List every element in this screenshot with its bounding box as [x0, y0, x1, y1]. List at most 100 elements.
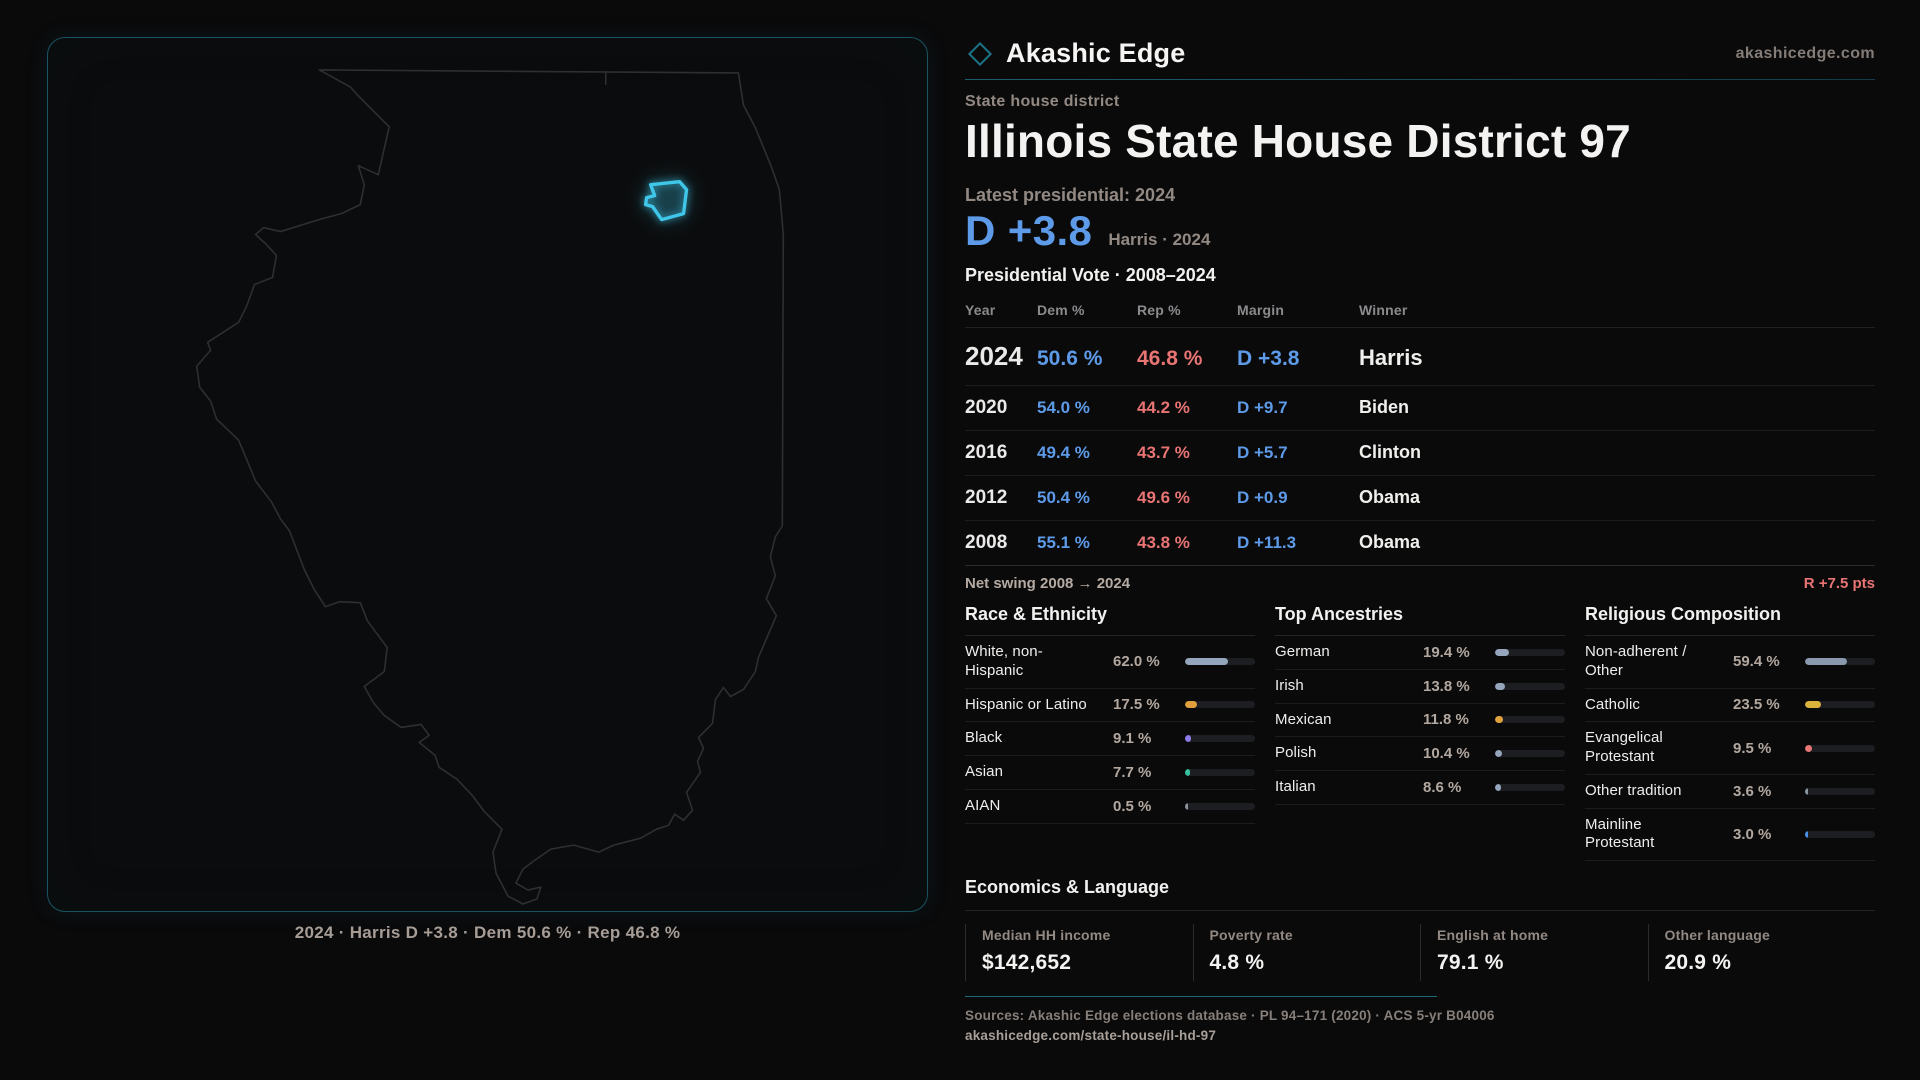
- brand: Akashic Edge: [965, 38, 1185, 69]
- net-swing-label: Net swing 2008 → 2024: [965, 575, 1131, 592]
- demographic-value: 3.0 %: [1733, 825, 1772, 843]
- demographic-row: Hispanic or Latino 17.5 %: [965, 689, 1255, 723]
- demographic-bar-fill: [1805, 658, 1847, 666]
- demographic-label: Non-adherent / Other: [1585, 643, 1687, 679]
- row-margin: D +0.9: [1237, 488, 1288, 507]
- row-dem-pct: 49.4 %: [1037, 443, 1090, 462]
- row-rep-pct: 43.8 %: [1137, 533, 1190, 552]
- demographic-row: Asian 7.7 %: [965, 756, 1255, 790]
- row-year: 2008: [965, 532, 1008, 553]
- row-margin: D +11.3: [1237, 533, 1297, 552]
- demographic-label: Catholic: [1585, 695, 1640, 713]
- col-winner: Winner: [1359, 302, 1408, 318]
- demographic-label: Asian: [965, 763, 1004, 780]
- demographic-label: Mainline Protestant: [1585, 815, 1655, 852]
- demographic-items: German 19.4 % Irish 13.8 % Mexican 11.8 …: [1275, 636, 1565, 805]
- row-winner: Biden: [1359, 397, 1410, 417]
- row-winner: Obama: [1359, 487, 1421, 507]
- illinois-state-outline: [195, 69, 785, 905]
- demographic-items: White, non-Hispanic 62.0 % Hispanic or L…: [965, 636, 1255, 824]
- stat-label: Median HH income: [982, 927, 1111, 943]
- economics-section: Economics & Language Median HH income $1…: [965, 877, 1875, 981]
- vote-table-title: Presidential Vote · 2008–2024: [965, 265, 1216, 285]
- economics-stats: Median HH income $142,652 Poverty rate 4…: [965, 924, 1875, 981]
- demographic-bar-fill: [1185, 802, 1188, 810]
- demographic-section-title: Top Ancestries: [1275, 604, 1565, 636]
- demographic-value: 7.7 %: [1113, 763, 1152, 781]
- demographic-items: Non-adherent / Other 59.4 % Catholic 23.…: [1585, 636, 1875, 861]
- row-year: 2012: [965, 487, 1008, 508]
- row-margin: D +9.7: [1237, 398, 1288, 417]
- vote-table-row: 2024 50.6 % 46.8 % D +3.8 Harris: [965, 328, 1875, 386]
- col-year: Year: [965, 302, 996, 318]
- row-margin: D +5.7: [1237, 443, 1288, 462]
- net-swing-value: R +7.5 pts: [1803, 575, 1875, 592]
- row-year: 2024: [965, 341, 1023, 371]
- col-dem: Dem %: [1037, 302, 1085, 318]
- demographic-section-title: Religious Composition: [1585, 604, 1875, 636]
- demographic-value: 11.8 %: [1423, 711, 1469, 729]
- demographic-row: Irish 13.8 %: [1275, 670, 1565, 704]
- demographic-value: 13.8 %: [1423, 677, 1470, 695]
- latest-margin-detail: Harris · 2024: [1108, 230, 1211, 249]
- demographic-row: Mainline Protestant 3.0 %: [1585, 809, 1875, 861]
- demographic-bar: [1805, 701, 1875, 709]
- demographic-bar-fill: [1805, 744, 1812, 752]
- demographic-section-title: Race & Ethnicity: [965, 604, 1255, 636]
- demographic-row: Catholic 23.5 %: [1585, 689, 1875, 723]
- demographic-bar-fill: [1185, 735, 1192, 743]
- demographic-bar: [1185, 735, 1255, 743]
- demographic-bar: [1805, 830, 1875, 838]
- demographic-section: Top Ancestries German 19.4 % Irish 13.8 …: [1275, 604, 1565, 861]
- demographic-value: 8.6 %: [1423, 778, 1462, 796]
- demographic-bar-fill: [1185, 701, 1198, 709]
- site-domain-link[interactable]: akashicedge.com: [1735, 44, 1875, 62]
- row-winner: Obama: [1359, 532, 1421, 552]
- illinois-map: [195, 69, 785, 905]
- row-rep-pct: 49.6 %: [1137, 488, 1190, 507]
- stat-value: $142,652: [982, 951, 1072, 974]
- stat-label: Poverty rate: [1209, 927, 1293, 943]
- demographic-value: 9.1 %: [1113, 730, 1152, 748]
- demographic-bar: [1805, 744, 1875, 752]
- demographic-bar: [1185, 658, 1255, 666]
- demographic-row: Polish 10.4 %: [1275, 737, 1565, 771]
- sources-text: Sources: Akashic Edge elections database…: [965, 1008, 1495, 1023]
- state-map-panel: [47, 37, 928, 912]
- vote-table-header: Year Dem % Rep % Margin Winner: [965, 297, 1875, 328]
- row-dem-pct: 50.6 %: [1037, 347, 1103, 370]
- demographic-bar-fill: [1495, 682, 1505, 690]
- row-year: 2016: [965, 442, 1008, 463]
- demographic-label: AIAN: [965, 796, 1001, 814]
- detail-panel: Akashic Edge akashicedge.com State house…: [965, 0, 1875, 1080]
- stat-value: 4.8 %: [1209, 951, 1265, 974]
- stat-value: 79.1 %: [1437, 951, 1504, 974]
- kicker-label: State house district: [965, 93, 1120, 110]
- demographic-label: Irish: [1275, 676, 1304, 694]
- demographic-bar-fill: [1805, 830, 1808, 838]
- map-caption: 2024 · Harris D +3.8 · Dem 50.6 % · Rep …: [294, 923, 681, 942]
- header-divider: [965, 79, 1875, 80]
- diamond-icon: [967, 41, 993, 66]
- vote-table-row: 2012 50.4 % 49.6 % D +0.9 Obama: [965, 476, 1875, 521]
- row-margin: D +3.8: [1237, 347, 1300, 370]
- demographic-bar: [1495, 783, 1565, 791]
- demographic-bar: [1185, 768, 1255, 776]
- demographic-bar-fill: [1495, 750, 1503, 758]
- district-97-shape: [643, 179, 689, 222]
- demographic-label: Black: [965, 729, 1003, 747]
- demographic-label: Italian: [1275, 778, 1316, 795]
- demographic-value: 59.4 %: [1733, 653, 1780, 671]
- demographic-row: Other tradition 3.6 %: [1585, 775, 1875, 809]
- demographic-bar-fill: [1185, 768, 1191, 776]
- stat-value: 20.9 %: [1664, 951, 1732, 974]
- permalink[interactable]: akashicedge.com/state-house/il-hd-97: [965, 1028, 1217, 1043]
- net-swing-row: Net swing 2008 → 2024 R +7.5 pts: [965, 566, 1875, 602]
- row-winner: Clinton: [1359, 442, 1421, 462]
- demographic-bar-fill: [1495, 648, 1509, 656]
- stat-cell: Median HH income $142,652: [965, 924, 1193, 981]
- col-margin: Margin: [1237, 302, 1285, 318]
- demographic-label: Evangelical Protestant: [1585, 729, 1663, 765]
- economics-title: Economics & Language: [965, 877, 1875, 911]
- demographic-value: 0.5 %: [1113, 797, 1152, 815]
